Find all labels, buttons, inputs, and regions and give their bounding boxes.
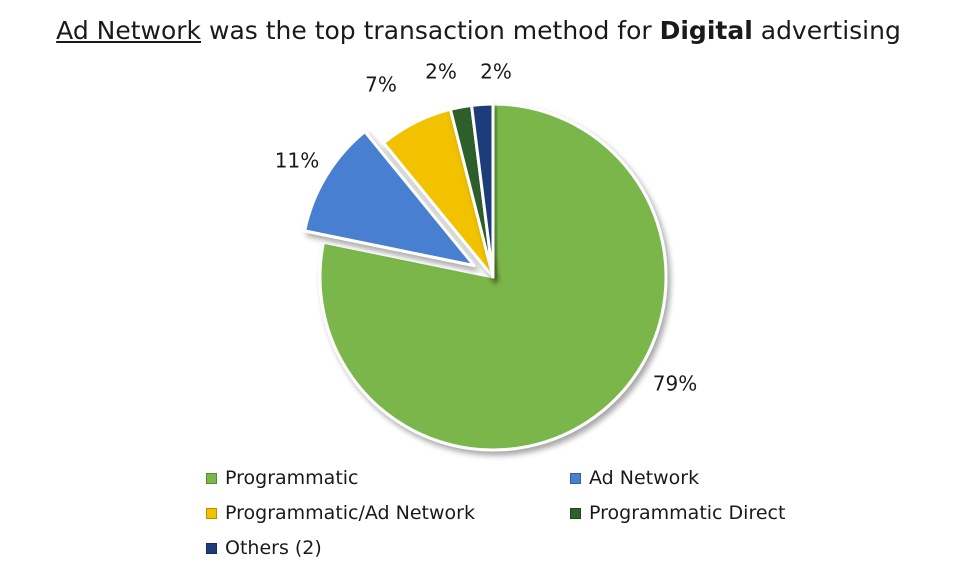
chart-title: Ad Network was the top transaction metho…: [0, 14, 957, 48]
legend-swatch-others: [206, 542, 217, 554]
title-ad-network: Ad Network: [56, 16, 202, 45]
legend-label-ad-network: Ad Network: [589, 467, 700, 489]
data-label-others-2: 2%: [480, 60, 512, 84]
data-label-programmatic-direct: 2%: [425, 60, 457, 84]
legend-swatch-ad-network: [570, 472, 581, 484]
pie-chart: 79% 11% 7% 2% 2%: [275, 60, 697, 452]
pie-slice-ad-network: [303, 130, 476, 268]
data-label-programmatic: 79%: [653, 372, 697, 396]
legend-label-programmatic-direct: Programmatic Direct: [589, 502, 786, 524]
pie-slice-others-2: [470, 102, 495, 279]
title-end: advertising: [752, 16, 901, 45]
legend-item-programmatic-direct: Programmatic Direct: [570, 501, 785, 525]
legend-item-ad-network: Ad Network: [570, 466, 699, 490]
legend-label-programmatic: Programmatic: [225, 467, 359, 489]
title-digital: Digital: [659, 16, 753, 45]
data-label-programmatic-ad-network: 7%: [365, 73, 397, 97]
legend-swatch-programmatic-direct: [570, 507, 581, 519]
data-label-ad-network: 11%: [275, 149, 319, 173]
legend-swatch-programmatic: [206, 472, 217, 484]
legend-label-programmatic-ad-network: Programmatic/Ad Network: [225, 502, 475, 524]
legend-item-programmatic-ad-network: Programmatic/Ad Network: [206, 501, 475, 525]
legend-item-programmatic: Programmatic: [206, 466, 359, 490]
legend-swatch-programmatic-ad-network: [206, 507, 217, 519]
title-middle: was the top transaction method for: [201, 16, 660, 45]
legend-label-others: Others (2): [225, 537, 322, 559]
legend-item-others: Others (2): [206, 536, 322, 560]
